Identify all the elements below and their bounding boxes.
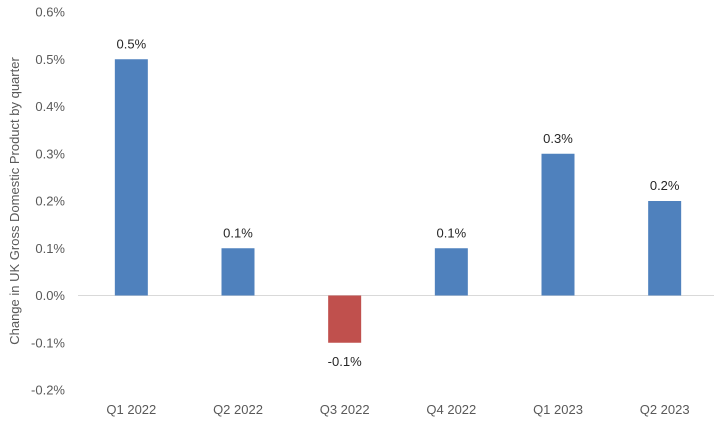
x-tick-label: Q4 2022 <box>426 402 476 417</box>
y-tick-label: 0.3% <box>35 146 65 161</box>
data-label: 0.2% <box>650 178 680 193</box>
y-tick-label: 0.6% <box>35 5 65 20</box>
y-tick-label: 0.1% <box>35 241 65 256</box>
bar-4 <box>541 153 575 296</box>
bar-5 <box>648 201 682 296</box>
y-tick-label: 0.5% <box>35 52 65 67</box>
y-tick-label: -0.2% <box>31 383 65 398</box>
x-tick-label: Q1 2023 <box>533 402 583 417</box>
data-label: 0.1% <box>437 225 467 240</box>
data-label: -0.1% <box>328 354 362 369</box>
x-tick-label: Q2 2022 <box>213 402 263 417</box>
data-labels-group: 0.5% 0.1% -0.1% 0.1% 0.3% 0.2% <box>117 36 680 369</box>
bar-0 <box>114 59 148 296</box>
data-label: 0.3% <box>543 131 573 146</box>
x-tick-label: Q3 2022 <box>320 402 370 417</box>
y-tick-label: -0.1% <box>31 335 65 350</box>
y-axis-title: Change in UK Gross Domestic Product by q… <box>7 57 22 345</box>
data-label: 0.1% <box>223 225 253 240</box>
y-axis-ticks: 0.6% 0.5% 0.4% 0.3% 0.2% 0.1% 0.0% -0.1% -0.2% <box>31 5 65 398</box>
bar-3 <box>434 248 468 296</box>
bars-group <box>114 59 682 343</box>
y-tick-label: 0.0% <box>35 288 65 303</box>
x-tick-label: Q1 2022 <box>106 402 156 417</box>
y-tick-label: 0.2% <box>35 194 65 209</box>
data-label: 0.5% <box>117 36 147 51</box>
x-tick-label: Q2 2023 <box>640 402 690 417</box>
y-tick-label: 0.4% <box>35 99 65 114</box>
bar-1 <box>221 248 255 296</box>
x-axis-ticks: Q1 2022 Q2 2022 Q3 2022 Q4 2022 Q1 2023 Q2 20… <box>106 402 689 417</box>
bar-2 <box>328 295 362 343</box>
